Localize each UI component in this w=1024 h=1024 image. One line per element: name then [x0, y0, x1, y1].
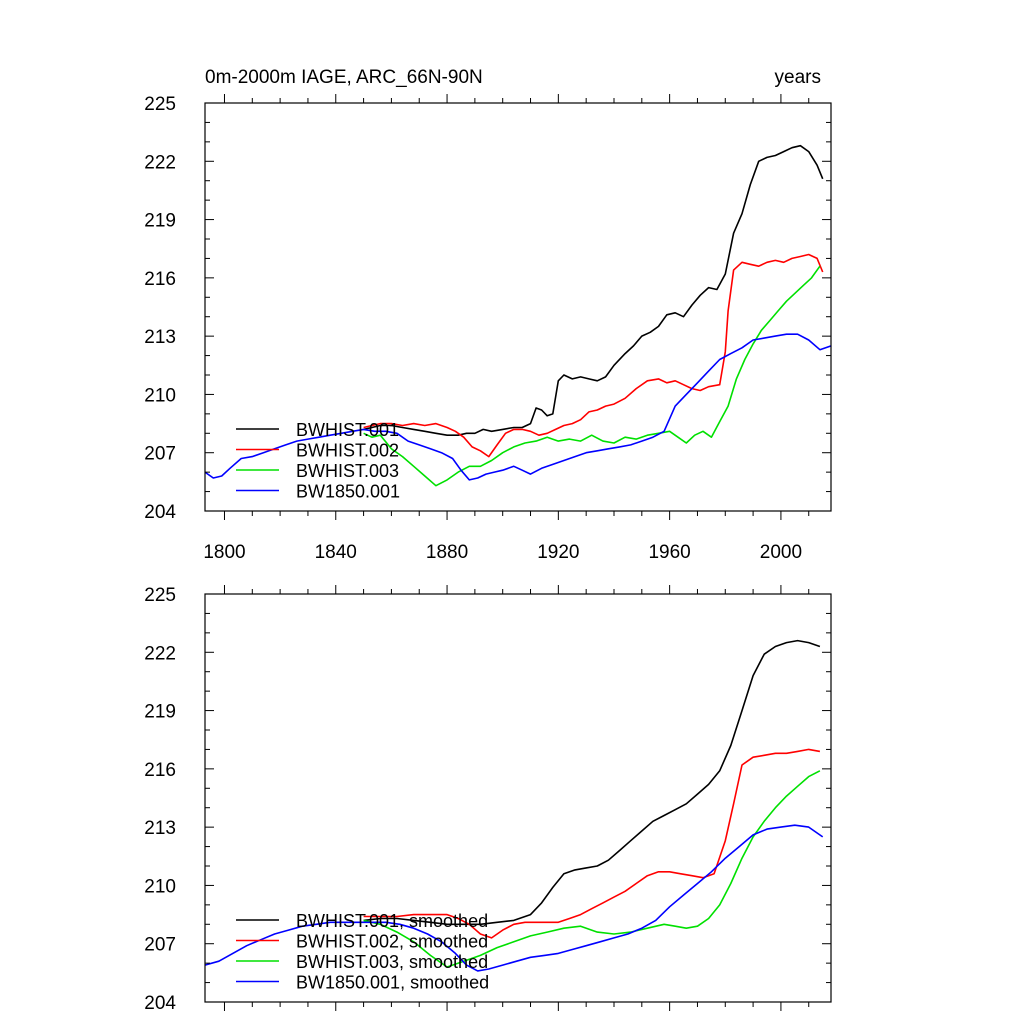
legend-label: BW1850.001, smoothed: [296, 973, 489, 993]
y-tick-label: 219: [144, 211, 176, 232]
series-lines: [205, 144, 831, 487]
legend-label: BWHIST.001, smoothed: [296, 911, 488, 931]
series-line-3: [363, 265, 821, 487]
tick-marks: [205, 585, 831, 1011]
chart-title-right: years: [775, 67, 821, 88]
y-tick-label: 222: [144, 643, 176, 664]
legend-item: BWHIST.001: [236, 420, 399, 440]
x-tick-label: 1960: [648, 542, 690, 563]
legend-label: BWHIST.003: [296, 461, 399, 481]
legend-item: BWHIST.001, smoothed: [236, 911, 488, 931]
x-tick-label: 1800: [203, 542, 245, 563]
y-tick-label: 219: [144, 702, 176, 723]
panel-top: 204 207 210 213 216 219 222 225 1800 1840 1880 1920…: [144, 67, 832, 563]
tick-marks: [205, 94, 831, 520]
series-line-1: [363, 144, 824, 437]
y-tick-label: 216: [144, 760, 176, 781]
plot-frame: [204, 593, 832, 1003]
y-tick-label: 207: [144, 935, 176, 956]
chart-title-left: 0m-2000m IAGE, ARC_66N-90N: [205, 67, 483, 88]
legend-item: BW1850.001, smoothed: [236, 973, 489, 993]
y-tick-label: 213: [144, 327, 176, 348]
series-line-4: [205, 824, 824, 972]
x-tick-label: 1840: [315, 542, 357, 563]
y-tick-label: 225: [144, 94, 176, 115]
x-tick-label: 1920: [537, 542, 579, 563]
legend-item: BWHIST.002, smoothed: [236, 932, 488, 952]
legend-item: BW1850.001: [236, 482, 400, 502]
series-lines: [205, 639, 824, 972]
x-tick-label: 1880: [426, 542, 468, 563]
y-tick-label: 216: [144, 269, 176, 290]
y-tick-label: 213: [144, 818, 176, 839]
legend-label: BWHIST.002: [296, 441, 399, 461]
series-line-2: [363, 253, 824, 458]
plot-frame: [204, 102, 832, 512]
y-tick-label: 225: [144, 585, 176, 606]
legend-item: BWHIST.003: [236, 461, 399, 481]
series-line-2: [363, 748, 821, 939]
y-tick-label: 204: [144, 993, 176, 1014]
panel-bottom: 204 207 210 213 216 219 222 225 BWHIST.001, smoo…: [144, 585, 832, 1014]
x-tick-label: 2000: [760, 542, 802, 563]
legend-label: BWHIST.001: [296, 420, 399, 440]
legend-label: BWHIST.002, smoothed: [296, 932, 488, 952]
legend-item: BWHIST.003, smoothed: [236, 952, 488, 972]
y-tick-label: 210: [144, 876, 176, 897]
legend-item: BWHIST.002: [236, 441, 399, 461]
legend-label: BWHIST.003, smoothed: [296, 952, 488, 972]
y-tick-label: 222: [144, 152, 176, 173]
y-tick-label: 210: [144, 385, 176, 406]
series-line-4: [205, 333, 831, 481]
legend-label: BW1850.001: [296, 482, 400, 502]
series-line-1: [363, 639, 821, 926]
y-tick-label: 207: [144, 444, 176, 465]
y-tick-label: 204: [144, 502, 176, 523]
